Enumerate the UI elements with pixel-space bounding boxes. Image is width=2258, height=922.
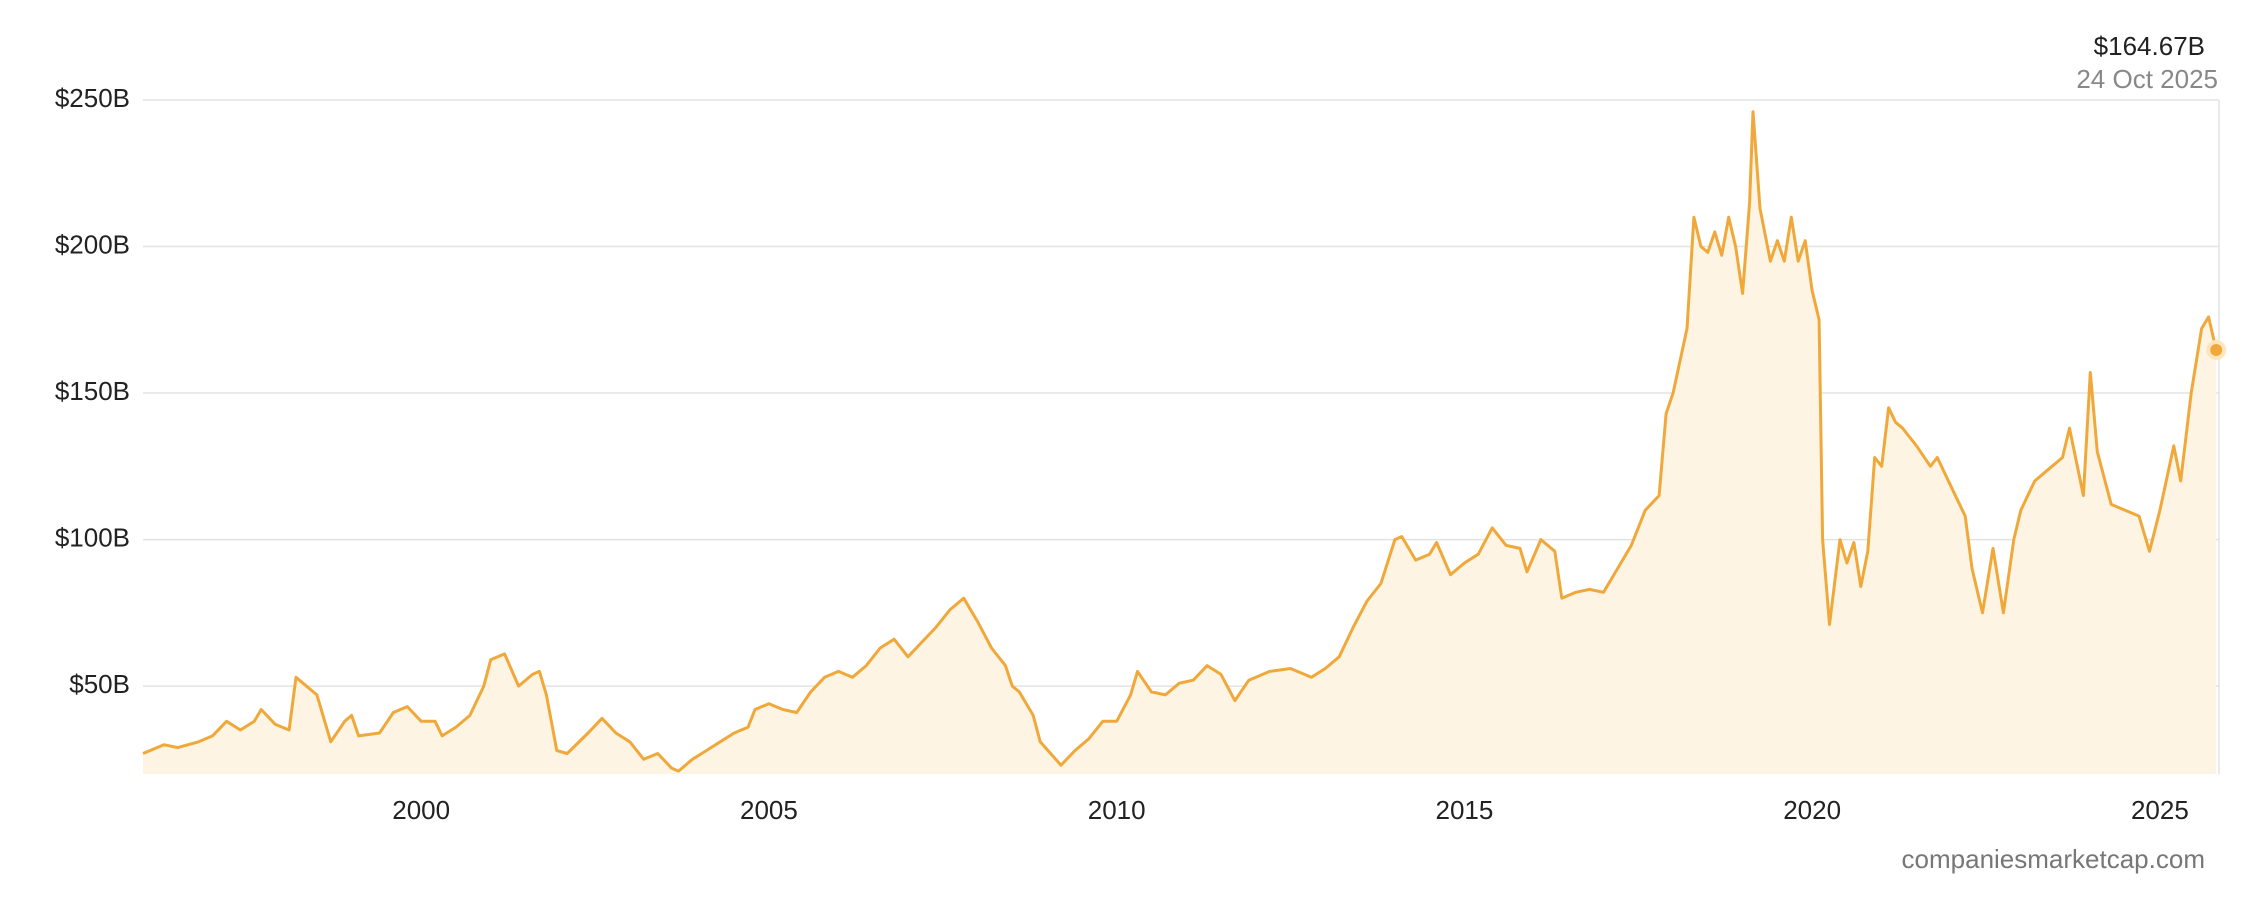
y-tick-label: $250B [55,83,130,113]
y-tick-label: $100B [55,522,130,552]
area [143,111,2217,774]
line [142,110,2218,773]
x-tick-label: 2025 [2131,795,2189,825]
last-value-label: $164.67B [2094,31,2205,61]
x-tick-label: 2005 [740,795,798,825]
x-tick-label: 2010 [1088,795,1146,825]
last-date-label: 24 Oct 2025 [2076,64,2218,94]
y-tick-label: $50B [69,669,130,699]
y-tick-label: $200B [55,229,130,259]
y-tick-label: $150B [55,376,130,406]
last-point [2206,340,2227,361]
source-label: companiesmarketcap.com [1902,844,2205,874]
x-tick-label: 2000 [392,795,450,825]
x-tick-label: 2015 [1435,795,1493,825]
x-tick-label: 2020 [1783,795,1841,825]
